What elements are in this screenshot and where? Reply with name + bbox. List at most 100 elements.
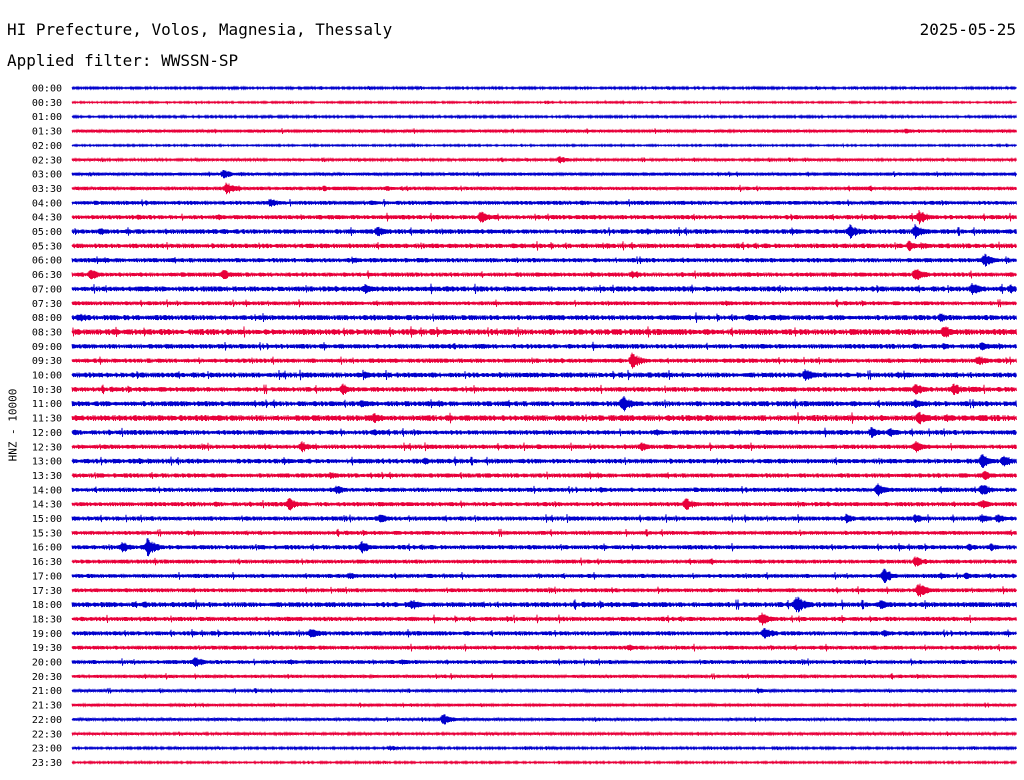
row-time-label: 05:00 (32, 227, 62, 238)
row-time-label: 03:30 (32, 184, 62, 195)
row-time-label: 09:00 (32, 342, 62, 353)
trace-row-0630 (71, 269, 1017, 280)
trace-row-0730 (71, 299, 1017, 308)
trace-row-1700 (71, 568, 1017, 584)
filter-label: Applied filter: WWSSN-SP (7, 51, 239, 70)
trace-row-2030 (71, 673, 1017, 680)
trace-row-0430 (71, 209, 1017, 225)
trace-row-0300 (71, 169, 1017, 179)
trace-row-2100 (71, 687, 1017, 694)
row-time-label: 06:30 (32, 270, 62, 281)
row-time-label: 05:30 (32, 241, 62, 252)
row-time-label: 20:30 (32, 672, 62, 683)
trace-row-0130 (71, 128, 1017, 134)
row-time-label: 22:30 (32, 729, 62, 740)
row-time-label: 17:30 (32, 586, 62, 597)
trace-row-0830 (71, 326, 1017, 338)
row-time-label: 10:00 (32, 371, 62, 382)
trace-row-2000 (71, 657, 1017, 667)
row-time-label: 09:30 (32, 356, 62, 367)
trace-row-2130 (71, 702, 1017, 708)
row-time-label: 02:00 (32, 141, 62, 152)
trace-row-0100 (71, 113, 1017, 120)
row-time-label: 16:30 (32, 557, 62, 568)
trace-row-1400 (71, 483, 1017, 497)
trace-row-0330 (71, 182, 1017, 195)
trace-row-0930 (71, 352, 1017, 369)
trace-row-0500 (71, 224, 1017, 239)
row-time-label: 07:00 (32, 284, 62, 295)
trace-row-0200 (71, 142, 1017, 149)
trace-row-1730 (71, 583, 1017, 597)
trace-row-1230 (71, 440, 1017, 453)
row-time-label: 19:00 (32, 629, 62, 640)
trace-row-1200 (71, 427, 1017, 438)
row-time-label: 08:00 (32, 313, 62, 324)
trace-row-2230 (71, 730, 1017, 737)
row-time-label: 19:30 (32, 643, 62, 654)
row-time-label: 16:00 (32, 543, 62, 554)
row-time-label: 21:00 (32, 686, 62, 697)
trace-row-0800 (71, 312, 1017, 323)
trace-row-1300 (71, 454, 1017, 468)
row-time-label: 15:00 (32, 514, 62, 525)
trace-row-1100 (71, 395, 1017, 412)
trace-row-1600 (71, 538, 1017, 557)
row-time-label: 20:00 (32, 658, 62, 669)
row-tick-labels: 00:00 00:30 01:00 01:30 02:00 02:30 03:00 03:30… (32, 84, 62, 769)
trace-row-0600 (71, 253, 1017, 267)
trace-row-1430 (71, 497, 1017, 511)
row-time-label: 23:00 (32, 744, 62, 755)
row-time-label: 02:30 (32, 155, 62, 166)
chart-date: 2025-05-25 (919, 20, 1016, 39)
row-time-label: 14:00 (32, 485, 62, 496)
trace-row-0030 (71, 99, 1017, 106)
trace-row-2300 (71, 745, 1017, 751)
trace-row-0000 (71, 85, 1017, 91)
row-time-label: 22:00 (32, 715, 62, 726)
row-time-label: 11:00 (32, 399, 62, 410)
row-time-label: 23:30 (32, 758, 62, 769)
row-time-label: 01:00 (32, 112, 62, 123)
row-time-label: 00:30 (32, 98, 62, 109)
row-time-label: 08:30 (32, 327, 62, 338)
row-time-label: 12:00 (32, 428, 62, 439)
trace-row-1930 (71, 643, 1017, 652)
row-time-label: 18:00 (32, 600, 62, 611)
row-time-label: 15:30 (32, 528, 62, 539)
row-time-label: 00:00 (32, 84, 62, 95)
trace-row-1630 (71, 556, 1017, 567)
row-time-label: 12:30 (32, 442, 62, 453)
row-time-label: 06:00 (32, 256, 62, 267)
row-time-label: 03:00 (32, 170, 62, 181)
row-time-label: 07:30 (32, 299, 62, 310)
row-time-label: 10:30 (32, 385, 62, 396)
row-time-label: 13:00 (32, 457, 62, 468)
seismic-traces (71, 85, 1017, 766)
trace-row-1830 (71, 612, 1017, 626)
chart-title: HI Prefecture, Volos, Magnesia, Thessaly (7, 20, 393, 39)
trace-row-0700 (71, 282, 1017, 295)
trace-row-0400 (71, 198, 1017, 207)
trace-row-1900 (71, 628, 1017, 639)
row-time-label: 17:00 (32, 571, 62, 582)
row-time-label: 04:30 (32, 213, 62, 224)
row-time-label: 04:00 (32, 198, 62, 209)
trace-row-1130 (71, 411, 1017, 425)
row-time-label: 14:30 (32, 500, 62, 511)
row-time-label: 13:30 (32, 471, 62, 482)
trace-row-2200 (71, 714, 1017, 725)
row-time-label: 11:30 (32, 414, 62, 425)
trace-row-1330 (71, 470, 1017, 481)
row-time-label: 01:30 (32, 127, 62, 138)
trace-row-0900 (71, 341, 1017, 351)
trace-row-1000 (71, 369, 1017, 381)
trace-row-0230 (71, 156, 1017, 164)
trace-row-1500 (71, 513, 1017, 524)
row-time-label: 18:30 (32, 614, 62, 625)
trace-row-1530 (71, 528, 1017, 537)
row-time-label: 21:30 (32, 701, 62, 712)
trace-row-1800 (71, 596, 1017, 613)
trace-row-2330 (71, 759, 1017, 766)
